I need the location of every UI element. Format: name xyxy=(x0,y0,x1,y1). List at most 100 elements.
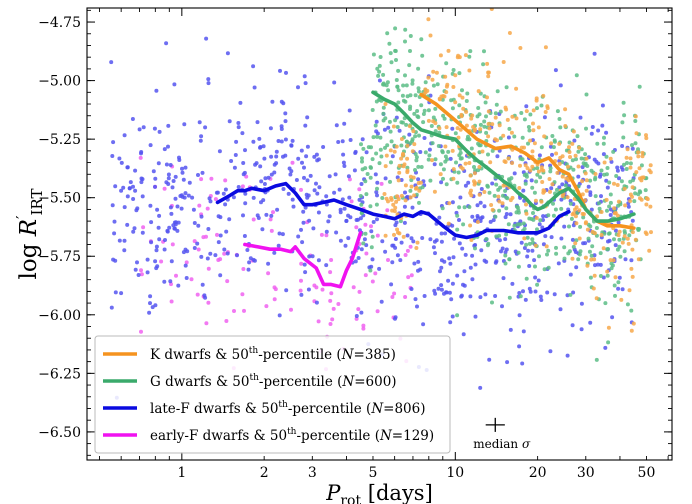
scatter-point xyxy=(630,218,635,223)
scatter-point xyxy=(621,135,626,140)
scatter-point xyxy=(364,243,369,248)
scatter-point xyxy=(482,204,487,209)
scatter-point xyxy=(528,168,533,173)
scatter-point xyxy=(255,120,260,125)
scatter-point xyxy=(263,176,268,181)
scatter-point xyxy=(629,308,634,313)
scatter-point xyxy=(140,230,145,235)
scatter-point xyxy=(576,257,581,262)
scatter-point xyxy=(379,181,384,186)
scatter-point xyxy=(180,166,184,171)
scatter-point xyxy=(514,210,519,215)
scatter-point xyxy=(462,269,467,274)
scatter-point xyxy=(333,172,338,177)
scatter-point xyxy=(612,181,616,186)
scatter-point xyxy=(473,168,478,173)
scatter-point xyxy=(209,176,214,181)
scatter-point xyxy=(568,292,573,297)
scatter-point xyxy=(216,258,221,262)
scatter-point xyxy=(541,214,546,219)
scatter-point xyxy=(394,199,399,204)
scatter-point xyxy=(573,250,578,254)
scatter-point xyxy=(593,175,598,180)
scatter-point xyxy=(360,159,364,164)
scatter-point xyxy=(491,218,496,223)
scatter-point xyxy=(423,150,428,155)
scatter-point xyxy=(456,53,461,58)
scatter-point xyxy=(163,238,167,242)
scatter-point xyxy=(623,231,627,236)
scatter-point xyxy=(623,203,628,208)
scatter-point xyxy=(314,300,319,305)
scatter-point xyxy=(445,157,449,162)
scatter-point xyxy=(281,187,286,191)
scatter-point xyxy=(473,246,477,251)
scatter-point xyxy=(378,55,383,59)
scatter-point xyxy=(601,152,606,157)
scatter-point xyxy=(277,231,282,236)
scatter-point xyxy=(338,207,343,212)
scatter-point xyxy=(307,254,312,259)
scatter-point xyxy=(588,193,593,197)
scatter-point xyxy=(341,160,346,165)
scatter-point xyxy=(619,297,624,302)
scatter-point xyxy=(580,192,585,197)
scatter-point xyxy=(408,141,413,146)
scatter-point xyxy=(257,136,262,141)
scatter-point xyxy=(462,205,467,210)
scatter-point xyxy=(593,194,598,199)
scatter-point xyxy=(165,228,170,233)
legend-entry-0: K dwarfs & 50th-percentile (N=385) xyxy=(150,346,396,363)
scatter-point xyxy=(426,118,431,123)
scatter-point xyxy=(135,260,139,265)
scatter-point xyxy=(548,166,553,171)
scatter-point xyxy=(478,200,483,205)
scatter-point xyxy=(608,258,613,263)
scatter-point xyxy=(164,41,169,46)
scatter-point xyxy=(501,60,506,64)
scatter-point xyxy=(583,171,588,176)
scatter-point xyxy=(552,138,557,143)
scatter-point xyxy=(475,114,480,119)
scatter-point xyxy=(571,290,576,295)
scatter-point xyxy=(525,254,530,259)
scatter-point xyxy=(508,212,513,217)
scatter-point xyxy=(394,58,398,62)
scatter-point xyxy=(183,191,188,196)
scatter-point xyxy=(563,183,568,188)
scatter-point xyxy=(327,174,332,179)
scatter-point xyxy=(489,203,494,207)
scatter-point xyxy=(393,26,398,31)
scatter-point xyxy=(539,145,544,150)
scatter-point xyxy=(523,181,528,186)
scatter-point xyxy=(584,126,588,131)
scatter-point xyxy=(410,137,415,142)
scatter-point xyxy=(468,191,473,195)
scatter-point xyxy=(411,175,416,180)
scatter-point xyxy=(200,282,205,287)
x-tick-label: 50 xyxy=(638,465,656,481)
scatter-point xyxy=(620,287,625,292)
scatter-point xyxy=(592,273,597,278)
scatter-point xyxy=(539,165,544,170)
scatter-point xyxy=(616,199,621,204)
scatter-point xyxy=(416,268,420,273)
scatter-point xyxy=(289,169,294,174)
scatter-point xyxy=(503,261,508,266)
scatter-point xyxy=(616,280,621,285)
scatter-point xyxy=(596,128,601,133)
scatter-point xyxy=(586,236,591,241)
scatter-point xyxy=(374,99,379,104)
scatter-point xyxy=(543,234,548,239)
scatter-point xyxy=(130,117,135,121)
scatter-point xyxy=(377,63,382,68)
scatter-point xyxy=(428,178,433,183)
scatter-point xyxy=(227,217,232,222)
scatter-point xyxy=(381,105,386,110)
scatter-point xyxy=(332,80,337,85)
scatter-point xyxy=(416,177,421,182)
scatter-point xyxy=(199,134,204,139)
scatter-point xyxy=(408,93,413,98)
median-sigma-label: median σ xyxy=(473,437,531,451)
scatter-point xyxy=(232,309,236,313)
